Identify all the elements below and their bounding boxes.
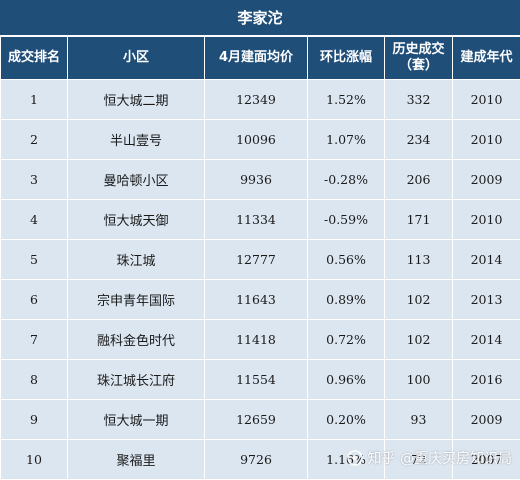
community-cell: 珠江城长江府 bbox=[68, 360, 205, 400]
sheet-title: 李家沱 bbox=[0, 0, 520, 36]
avg-price-cell: 9936 bbox=[205, 160, 308, 200]
rank-cell: 6 bbox=[1, 280, 68, 320]
rank-cell: 9 bbox=[1, 400, 68, 440]
built-year-cell: 2010 bbox=[453, 120, 520, 160]
header-row: 成交排名 小区 4月建面均价 环比涨幅 历史成交 （套） 建成年代 bbox=[1, 37, 520, 80]
avg-price-cell: 10096 bbox=[205, 120, 308, 160]
history-deals-cell: 206 bbox=[385, 160, 453, 200]
mom-change-cell: 1.07% bbox=[308, 120, 385, 160]
history-deals-cell: 171 bbox=[385, 200, 453, 240]
avg-price-cell: 11554 bbox=[205, 360, 308, 400]
community-cell: 曼哈顿小区 bbox=[68, 160, 205, 200]
community-cell: 恒大城天御 bbox=[68, 200, 205, 240]
built-year-cell: 2014 bbox=[453, 240, 520, 280]
history-deals-cell: 102 bbox=[385, 280, 453, 320]
rank-cell: 4 bbox=[1, 200, 68, 240]
mom-change-cell: -0.28% bbox=[308, 160, 385, 200]
community-cell: 珠江城 bbox=[68, 240, 205, 280]
rank-cell: 7 bbox=[1, 320, 68, 360]
rank-cell: 3 bbox=[1, 160, 68, 200]
history-deals-cell: 100 bbox=[385, 360, 453, 400]
history-deals-cell: 113 bbox=[385, 240, 453, 280]
column-header-rank: 成交排名 bbox=[1, 37, 68, 80]
built-year-cell: 2009 bbox=[453, 400, 520, 440]
mom-change-cell: -0.59% bbox=[308, 200, 385, 240]
column-header-avg-price: 4月建面均价 bbox=[205, 37, 308, 80]
community-cell: 宗申青年国际 bbox=[68, 280, 205, 320]
history-deals-cell: 93 bbox=[385, 400, 453, 440]
mom-change-cell: 0.20% bbox=[308, 400, 385, 440]
community-cell: 融科金色时代 bbox=[68, 320, 205, 360]
built-year-cell: 2014 bbox=[453, 320, 520, 360]
mom-change-cell: 0.56% bbox=[308, 240, 385, 280]
rank-cell: 5 bbox=[1, 240, 68, 280]
history-deals-cell: 102 bbox=[385, 320, 453, 360]
avg-price-cell: 11334 bbox=[205, 200, 308, 240]
avg-price-cell: 11418 bbox=[205, 320, 308, 360]
built-year-cell: 2016 bbox=[453, 360, 520, 400]
community-cell: 恒大城二期 bbox=[68, 80, 205, 120]
avg-price-cell: 11643 bbox=[205, 280, 308, 320]
mom-change-cell: 0.96% bbox=[308, 360, 385, 400]
built-year-cell: 2010 bbox=[453, 80, 520, 120]
mom-change-cell: 0.72% bbox=[308, 320, 385, 360]
rank-cell: 1 bbox=[1, 80, 68, 120]
avg-price-cell: 12659 bbox=[205, 400, 308, 440]
rank-cell: 2 bbox=[1, 120, 68, 160]
community-cell: 半山壹号 bbox=[68, 120, 205, 160]
column-header-community: 小区 bbox=[68, 37, 205, 80]
built-year-cell: 2010 bbox=[453, 200, 520, 240]
mom-change-cell: 1.52% bbox=[308, 80, 385, 120]
mom-change-cell: 0.89% bbox=[308, 280, 385, 320]
column-header-history-deals: 历史成交 （套） bbox=[385, 37, 453, 80]
built-year-cell: 2009 bbox=[453, 160, 520, 200]
avg-price-cell: 12349 bbox=[205, 80, 308, 120]
column-header-built-year: 建成年代 bbox=[453, 37, 520, 80]
column-header-mom-change: 环比涨幅 bbox=[308, 37, 385, 80]
history-deals-cell: 332 bbox=[385, 80, 453, 120]
community-cell: 恒大城一期 bbox=[68, 400, 205, 440]
rank-cell: 8 bbox=[1, 360, 68, 400]
avg-price-cell: 12777 bbox=[205, 240, 308, 280]
built-year-cell: 2013 bbox=[453, 280, 520, 320]
history-deals-cell: 234 bbox=[385, 120, 453, 160]
